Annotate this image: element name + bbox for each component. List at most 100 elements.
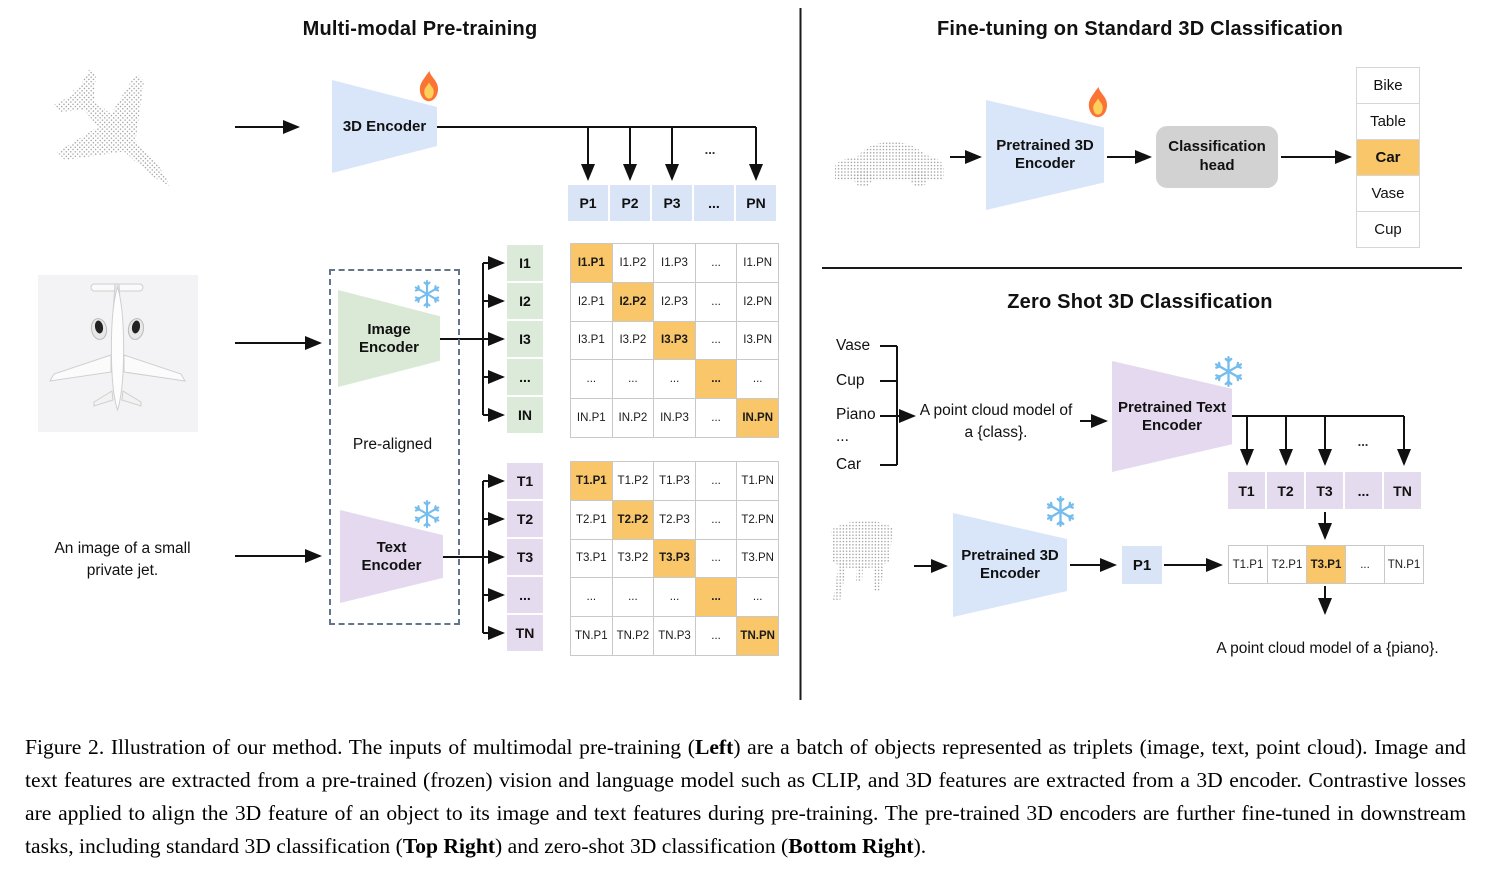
matrix-cell: I2.PN (737, 282, 779, 322)
snowflake-icon (1044, 495, 1077, 528)
left-panel-title: Multi-modal Pre-training (302, 18, 538, 40)
matrix-cell: I1.P3 (654, 244, 696, 283)
matrix-cell: ... (695, 360, 738, 400)
point-feature-cell: ... (694, 185, 734, 221)
text-encoder-label: Text Encoder (361, 538, 422, 574)
pre-aligned-dashed-box (329, 269, 460, 625)
matrix-cell: TN.P2 (612, 617, 655, 656)
pretrained-3d-encoder-label: Pretrained 3D Encoder (961, 547, 1059, 582)
similarity-score-row: T1.P1 T2.P1 T3.P1... TN.P1 (1228, 545, 1424, 584)
caption-segment: Left (694, 735, 734, 759)
matrix-cell: IN.P1 (571, 399, 613, 438)
image-point-similarity-matrix: I1.P1 I1.P2 I1.P3... I1.PN I2.P1 I2.P2 I2.P3..… (570, 243, 779, 438)
matrix-cell: ... (695, 321, 738, 361)
matrix-cell: I2.P3 (654, 282, 696, 322)
text-feature-cell: T2 (507, 501, 543, 537)
car-point-cloud (835, 142, 944, 187)
text-feature-cell: T3 (507, 539, 543, 575)
matrix-cell: IN.P3 (654, 399, 696, 438)
matrix-cell: T1.P1 (571, 462, 613, 501)
pretrained-3d-encoder-label: Pretrained 3D Encoder (996, 137, 1094, 172)
zero-shot-class: Cup (836, 372, 865, 389)
fire-icon (414, 70, 444, 104)
ellipsis: ... (704, 142, 716, 157)
matrix-cell: T1.PN (737, 462, 779, 501)
airplane-image (38, 275, 198, 432)
class-option: Car (1357, 140, 1419, 176)
text-feature-column: T1 T2 T3... TN (507, 463, 543, 651)
matrix-cell: ... (695, 539, 738, 579)
matrix-cell: T2.P2 (612, 500, 655, 540)
zero-shot-class: ... (836, 428, 849, 445)
point-feature-p1-box: P1 (1122, 546, 1162, 584)
caption-segment: ) are a batch of objects represented as … (25, 735, 1466, 858)
class-option: Cup (1357, 212, 1419, 247)
zero-shot-class: Car (836, 456, 861, 473)
matrix-cell: ... (612, 360, 655, 400)
text-feature-cell: ... (1345, 472, 1382, 509)
matrix-cell: T1.P2 (612, 462, 655, 501)
matrix-cell: I1.P1 (571, 244, 613, 283)
image-encoder-label: Image Encoder (358, 320, 419, 356)
matrix-cell: ... (654, 360, 696, 400)
matrix-cell: T1.P3 (654, 462, 696, 501)
text-feature-cell: T3 (1306, 472, 1343, 509)
classification-head-block: Classification head (1156, 126, 1278, 188)
matrix-cell: ... (571, 360, 613, 400)
matrix-cell: ... (695, 578, 738, 618)
caption-segment: Top Right (402, 833, 496, 858)
text-point-similarity-matrix: T1.P1 T1.P2 T1.P3... T1.PN T2.P1 T2.P2 T2.P3..… (570, 461, 779, 656)
matrix-cell: ... (695, 399, 738, 438)
matrix-cell: ... (571, 578, 613, 618)
matrix-cell: I1.P2 (612, 244, 655, 283)
image-feature-cell: I3 (507, 321, 543, 357)
matrix-cell: T2.P1 (571, 500, 613, 540)
class-option: Bike (1357, 68, 1419, 104)
image-feature-cell: IN (507, 397, 543, 433)
pretrained-text-encoder-label: Pretrained Text Encoder (1117, 398, 1227, 434)
image-feature-column: I1 I2 I3... IN (507, 245, 543, 433)
similarity-cell: T2.P1 (1268, 546, 1307, 584)
snowflake-icon (412, 499, 442, 529)
prompt-template-text: A point cloud model of a {class}. (919, 402, 1073, 441)
matrix-cell: ... (737, 578, 779, 618)
text-feature-row: T1 T2 T3... TN (1228, 472, 1421, 509)
airplane-point-cloud (52, 68, 171, 187)
point-feature-cell: P1 (568, 185, 608, 221)
text-feature-cell: TN (507, 615, 543, 651)
text-feature-cell: T1 (507, 463, 543, 499)
matrix-cell: ... (695, 500, 738, 540)
similarity-cell: T3.P1 (1307, 546, 1346, 584)
connector-arrows (235, 8, 1462, 700)
matrix-cell: I3.PN (737, 321, 779, 361)
panel-dividers (799, 8, 1462, 700)
3d-encoder-label: 3D Encoder (342, 117, 427, 135)
image-text-description: An image of a small private jet. (54, 540, 191, 579)
zero-shot-class-list: Vase Cup Piano... Car (836, 337, 882, 479)
similarity-cell: T1.P1 (1229, 546, 1268, 584)
point-feature-row: P1 P2 P3... PN (568, 185, 776, 221)
matrix-cell: ... (695, 282, 738, 322)
classification-output-list: Bike Table Car Vase Cup (1356, 67, 1420, 248)
ellipsis: ... (1357, 434, 1369, 449)
matrix-cell: I2.P1 (571, 282, 613, 322)
caption-segment: ) and zero-shot 3D classification ( (495, 833, 789, 858)
image-feature-cell: ... (507, 359, 543, 395)
text-feature-cell: TN (1384, 472, 1421, 509)
zero-shot-class: Vase (836, 337, 871, 354)
caption-segment: ). (913, 833, 927, 858)
matrix-cell: I1.PN (737, 244, 779, 283)
caption-segment: Bottom Right (788, 833, 914, 858)
matrix-cell: ... (654, 578, 696, 618)
matrix-cell: I3.P1 (571, 321, 613, 361)
matrix-cell: TN.P3 (654, 617, 696, 656)
matrix-cell: T3.PN (737, 539, 779, 579)
matrix-cell: T3.P2 (612, 539, 655, 579)
matrix-cell: TN.PN (737, 617, 779, 656)
text-feature-cell: T2 (1267, 472, 1304, 509)
zero-shot-class: Piano (836, 406, 876, 423)
image-feature-cell: I1 (507, 245, 543, 281)
similarity-cell: ... (1346, 546, 1385, 584)
point-feature-cell: PN (736, 185, 776, 221)
